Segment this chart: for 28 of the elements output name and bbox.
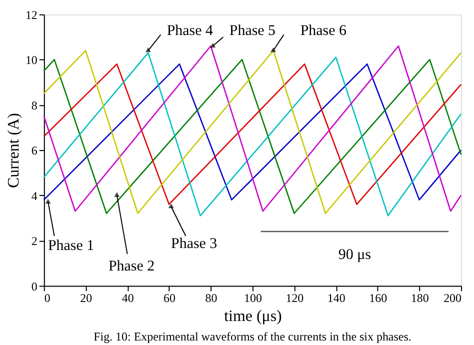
x-tick-label: 60 — [164, 291, 176, 306]
y-tick-label: 10 — [25, 53, 38, 68]
annotation: Phase 1 — [48, 238, 94, 254]
x-tick-label: 80 — [205, 291, 218, 306]
annotation: Phase 6 — [300, 23, 347, 40]
annotation: Phase 5 — [229, 23, 276, 40]
y-tick-label: 4 — [31, 188, 38, 203]
x-tick-label: 140 — [327, 291, 346, 306]
y-axis-title: Current (A) — [5, 113, 22, 188]
annotation: Phase 3 — [171, 236, 218, 252]
y-tick-label: 12 — [25, 8, 38, 22]
x-tick-label: 180 — [410, 291, 429, 306]
x-tick-label: 0 — [44, 291, 50, 306]
x-tick-label: 160 — [369, 291, 388, 306]
annotation: Phase 2 — [108, 258, 155, 274]
y-tick-label: 2 — [31, 234, 38, 248]
y-tick-label: 6 — [31, 144, 38, 158]
caption: Fig. 10: Experimental waveforms of the currents in the six phases. — [94, 330, 412, 344]
y-tick-label: 0 — [31, 279, 38, 294]
x-tick-label: 20 — [80, 291, 92, 306]
y-tick-label: 8 — [31, 98, 38, 112]
x-axis-title: time (μs) — [224, 308, 282, 326]
x-tick-label: 120 — [286, 291, 304, 306]
x-tick-label: 40 — [122, 291, 134, 306]
annotation: 90 μs — [338, 247, 372, 264]
x-tick-label: 200 — [444, 291, 462, 306]
annotation: Phase 4 — [166, 23, 214, 40]
x-tick-label: 100 — [244, 291, 262, 306]
